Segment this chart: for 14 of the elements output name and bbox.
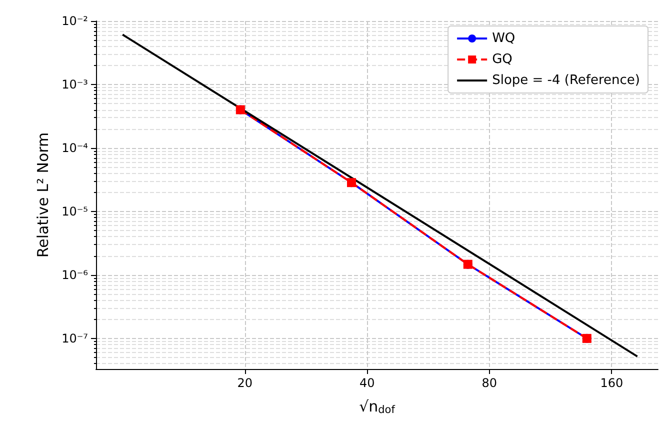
x-tick-label: 80	[482, 376, 498, 390]
y-tick-label: 10⁻⁷	[62, 331, 88, 346]
y-tick-label: 10⁻⁵	[62, 204, 88, 218]
y-tick-label: 10⁻⁴	[62, 140, 88, 155]
y-axis-title: Relative L² Norm	[34, 132, 52, 258]
x-tick-label: 40	[360, 376, 375, 390]
x-tick-label: 20	[237, 376, 253, 390]
y-tick-label: 10⁻²	[62, 14, 88, 28]
legend-label: WQ	[492, 31, 516, 46]
legend-label: Slope = -4 (Reference)	[492, 73, 640, 88]
legend-label: GQ	[492, 52, 512, 67]
x-tick-label: 160	[600, 376, 624, 390]
y-tick-label: 10⁻³	[62, 77, 88, 92]
y-tick-label: 10⁻⁶	[62, 268, 88, 282]
